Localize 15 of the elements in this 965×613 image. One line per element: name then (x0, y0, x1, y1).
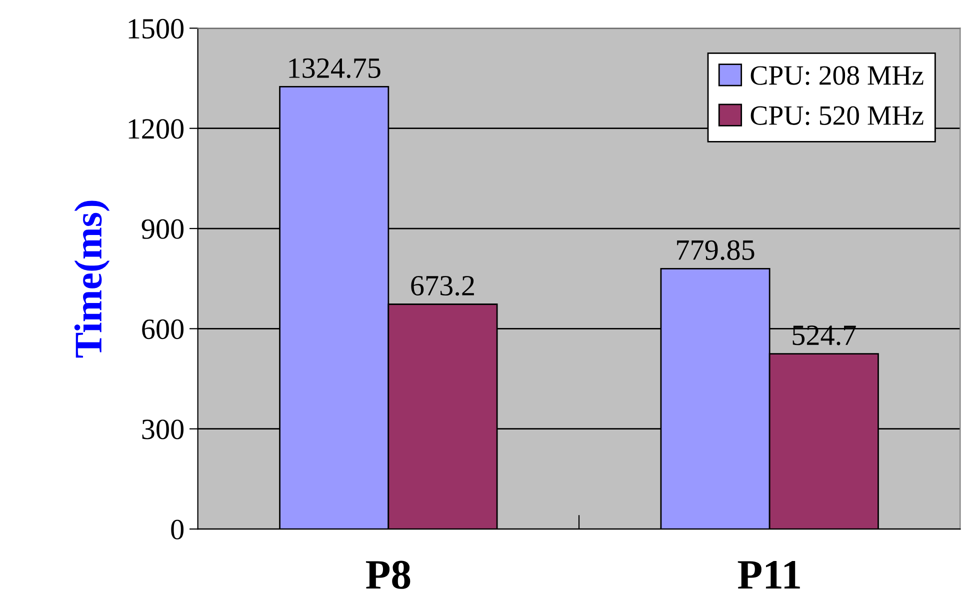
data-label: 1324.75 (289, 58, 380, 78)
y-tick-label: 300 (142, 420, 184, 440)
y-tick-label: 1200 (128, 119, 184, 139)
y-axis-title: Time(ms) (74, 200, 110, 358)
y-tick-label: 1500 (128, 18, 184, 39)
legend-label: CPU: 208 MHz (750, 66, 924, 85)
x-tick-label: P11 (738, 560, 800, 588)
data-label: 779.85 (677, 240, 754, 260)
y-tick-label: 900 (142, 219, 184, 239)
legend-label: CPU: 520 MHz (750, 106, 924, 126)
data-label: 673.2 (411, 276, 474, 296)
data-label: 524.7 (792, 326, 856, 346)
y-tick-label: 600 (142, 319, 184, 340)
y-tick-label: 0 (171, 520, 184, 540)
x-tick-label: P8 (366, 560, 410, 589)
